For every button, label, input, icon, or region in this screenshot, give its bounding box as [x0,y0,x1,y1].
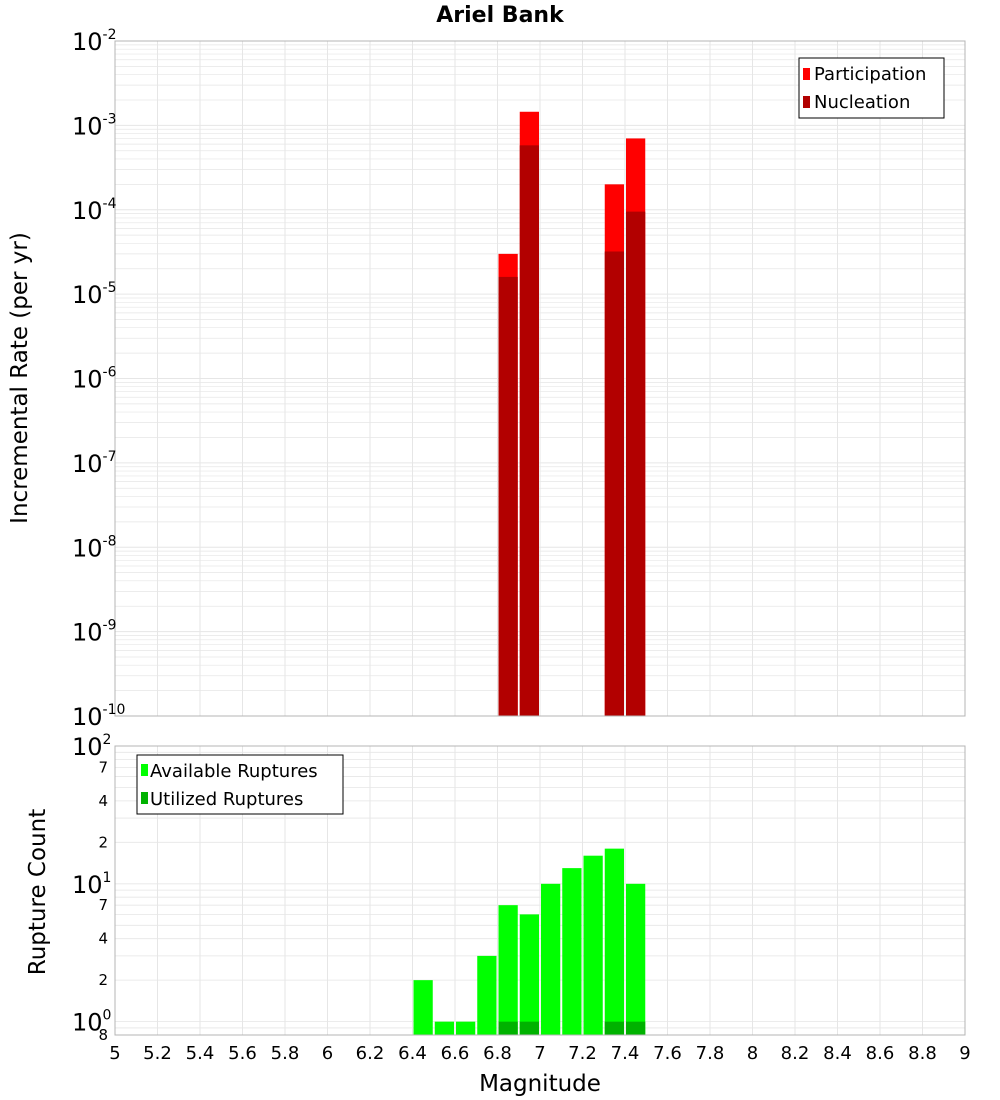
nucleation-legend-swatch [803,96,810,108]
utilized-legend-label: Utilized Ruptures [150,789,303,810]
rate-y-tick-label: 10-6 [72,365,117,394]
rate-y-tick-label: 10-7 [72,449,117,478]
x-axis-label: Magnitude [479,1071,601,1097]
count-y-minor-tick-label: 4 [98,792,108,810]
participation-legend-swatch [803,68,810,80]
x-tick-label: 5 [109,1043,120,1064]
available-ruptures-bar [583,855,603,1035]
chart-title: Ariel Bank [436,3,565,28]
x-tick-label: 6.4 [398,1043,427,1064]
count-plot-frame [114,745,966,1036]
x-tick-label: 5.6 [228,1043,257,1064]
count-panel: 100 101 102 8 2 4 7 2 4 7 Rupture Count Available… [25,732,966,1044]
count-y-minor-tick-label: 7 [98,896,108,914]
rate-y-axis-label: Incremental Rate (per yr) [7,232,33,524]
x-tick-label: 7.6 [653,1043,682,1064]
available-ruptures-bar [519,914,539,1035]
count-y-minor-tick-label: 7 [98,758,108,776]
count-y-minor-tick-label: 8 [98,1026,108,1044]
utilized-ruptures-bar [519,1021,539,1035]
count-bars [413,848,646,1035]
available-ruptures-bar [413,980,433,1035]
utilized-ruptures-bar [626,1021,646,1035]
count-y-major-tick-label: 100 [72,1008,111,1037]
x-tick-label: 9 [959,1043,970,1064]
available-ruptures-bar [434,1021,454,1035]
x-tick-label: 6 [322,1043,333,1064]
nucleation-bar [604,251,624,716]
available-ruptures-bar [562,868,582,1035]
count-y-major-tick-label: 102 [72,732,111,761]
available-legend-label: Available Ruptures [150,761,318,782]
rate-y-tick-label: 10-2 [72,27,117,56]
participation-legend-label: Participation [814,64,926,85]
x-tick-label: 8 [747,1043,758,1064]
count-y-ticks: 100 101 102 8 2 4 7 2 4 7 [72,732,111,1044]
nucleation-bar [498,276,518,716]
x-axis-ticks: 5 5.2 5.4 5.6 5.8 6 6.2 6.4 6.6 6.8 7 7.2 7.4 7.6 7.8 8… [109,1043,970,1064]
x-tick-label: 7 [534,1043,545,1064]
nucleation-bar [626,211,646,716]
rate-y-tick-label: 10-8 [72,533,117,562]
count-y-minor-tick-label: 4 [98,930,108,948]
count-y-axis-label: Rupture Count [25,809,51,975]
x-tick-label: 8.6 [866,1043,895,1064]
rate-legend-box [798,57,945,119]
available-ruptures-bar [626,883,646,1035]
x-tick-label: 7.8 [696,1043,725,1064]
available-legend-swatch [141,764,148,776]
rate-y-tick-label: 10-3 [72,111,117,140]
available-ruptures-bar [477,955,497,1035]
rate-y-ticks: 10-2 10-3 10-4 10-5 10-6 10-7 10-8 10-9 10-10 [72,27,125,731]
utilized-legend-swatch [141,792,148,804]
available-ruptures-bar [541,883,561,1035]
x-tick-label: 6.6 [441,1043,470,1064]
rate-y-tick-label: 10-10 [72,702,125,731]
rate-legend: Participation Nucleation [798,57,945,119]
count-y-minor-tick-label: 2 [98,833,108,851]
available-ruptures-bar [456,1021,476,1035]
count-y-major-tick-label: 101 [72,870,111,899]
nucleation-bar [519,145,539,717]
x-tick-label: 6.2 [356,1043,385,1064]
utilized-ruptures-bar [604,1021,624,1035]
x-tick-label: 8.2 [781,1043,810,1064]
available-ruptures-bar [604,848,624,1035]
x-tick-label: 5.4 [186,1043,215,1064]
count-y-minor-tick-label: 2 [98,971,108,989]
rate-plot-frame [114,40,966,717]
count-gridlines [114,746,966,1036]
x-tick-label: 5.2 [143,1043,172,1064]
rate-panel: 10-2 10-3 10-4 10-5 10-6 10-7 10-8 10-9 10-10 In… [7,27,966,731]
nucleation-legend-label: Nucleation [814,92,910,113]
count-legend: Available Ruptures Utilized Ruptures [136,754,344,815]
rate-bars [498,111,646,717]
x-tick-label: 8.8 [908,1043,937,1064]
count-legend-box [136,754,344,815]
x-tick-label: 6.8 [483,1043,512,1064]
rate-gridlines [114,41,966,717]
rate-y-tick-label: 10-5 [72,280,117,309]
x-tick-label: 8.4 [823,1043,852,1064]
available-ruptures-bar [498,905,518,1035]
rate-y-tick-label: 10-4 [72,196,117,225]
x-tick-label: 7.4 [611,1043,640,1064]
utilized-ruptures-bar [498,1021,518,1035]
x-tick-label: 5.8 [271,1043,300,1064]
x-tick-label: 7.2 [568,1043,597,1064]
rate-y-tick-label: 10-9 [72,618,117,647]
